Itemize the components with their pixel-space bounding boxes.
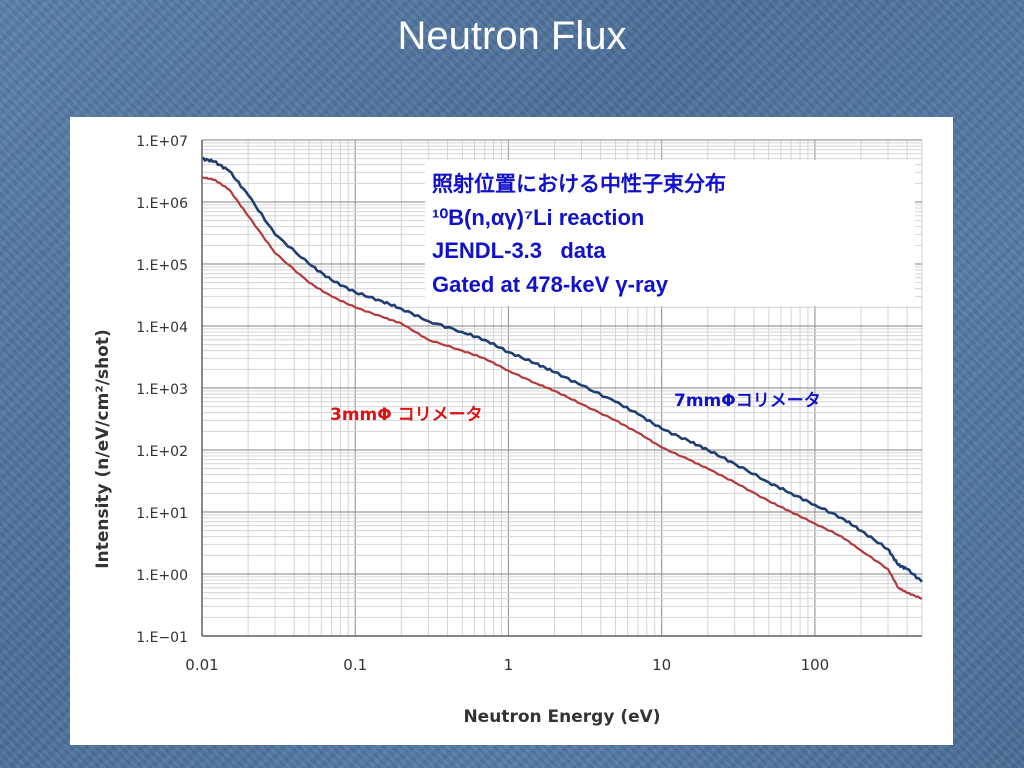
x-axis-label: Neutron Energy (eV) bbox=[463, 707, 660, 727]
legend-line-reaction: ¹⁰B(n,αγ)⁷Li reaction bbox=[432, 205, 644, 230]
y-tick-label: 1.E+02 bbox=[136, 444, 188, 460]
series-line-7mm bbox=[201, 156, 923, 583]
series-layer bbox=[201, 156, 923, 600]
y-tick-label: 1.E+06 bbox=[136, 196, 188, 212]
y-tick-label: 1.E+05 bbox=[136, 258, 188, 274]
series-line-3mm bbox=[201, 176, 923, 600]
x-tick-label: 0.01 bbox=[185, 656, 218, 674]
tick-labels: 1.E−01 1.E+00 1.E+01 1.E+02 1.E+03 1.E+04 1.E+… bbox=[136, 134, 829, 674]
legend-line-gate: Gated at 478-keV γ-ray bbox=[432, 272, 669, 297]
x-tick-label: 100 bbox=[801, 656, 830, 674]
y-tick-label: 1.E+04 bbox=[136, 320, 188, 336]
series-label-7mm: 7mmΦコリメータ bbox=[674, 391, 821, 411]
legend-line-title: 照射位置における中性子束分布 bbox=[432, 172, 726, 196]
y-tick-label: 1.E−01 bbox=[136, 630, 188, 646]
y-tick-label: 1.E+01 bbox=[136, 506, 188, 522]
legend-line-dataset: JENDL-3.3 data bbox=[432, 238, 606, 263]
legend-box: 照射位置における中性子束分布 ¹⁰B(n,αγ)⁷Li reaction JEN… bbox=[425, 160, 915, 306]
x-tick-label: 1 bbox=[504, 656, 514, 674]
y-tick-label: 1.E+00 bbox=[136, 568, 188, 584]
y-axis-label: Intensity (n/eV/cm²/shot) bbox=[93, 329, 113, 568]
x-tick-label: 10 bbox=[652, 656, 671, 674]
y-tick-label: 1.E+03 bbox=[136, 382, 188, 398]
y-tick-label: 1.E+07 bbox=[136, 134, 188, 150]
series-label-3mm: 3mmΦ コリメータ bbox=[330, 405, 483, 425]
chart-frame: 1.E−01 1.E+00 1.E+01 1.E+02 1.E+03 1.E+04 1.E+… bbox=[70, 117, 953, 745]
neutron-flux-chart: 1.E−01 1.E+00 1.E+01 1.E+02 1.E+03 1.E+04 1.E+… bbox=[93, 134, 923, 727]
slide-title: Neutron Flux bbox=[397, 14, 627, 58]
x-tick-label: 0.1 bbox=[343, 656, 367, 674]
chart-axes bbox=[201, 140, 922, 637]
